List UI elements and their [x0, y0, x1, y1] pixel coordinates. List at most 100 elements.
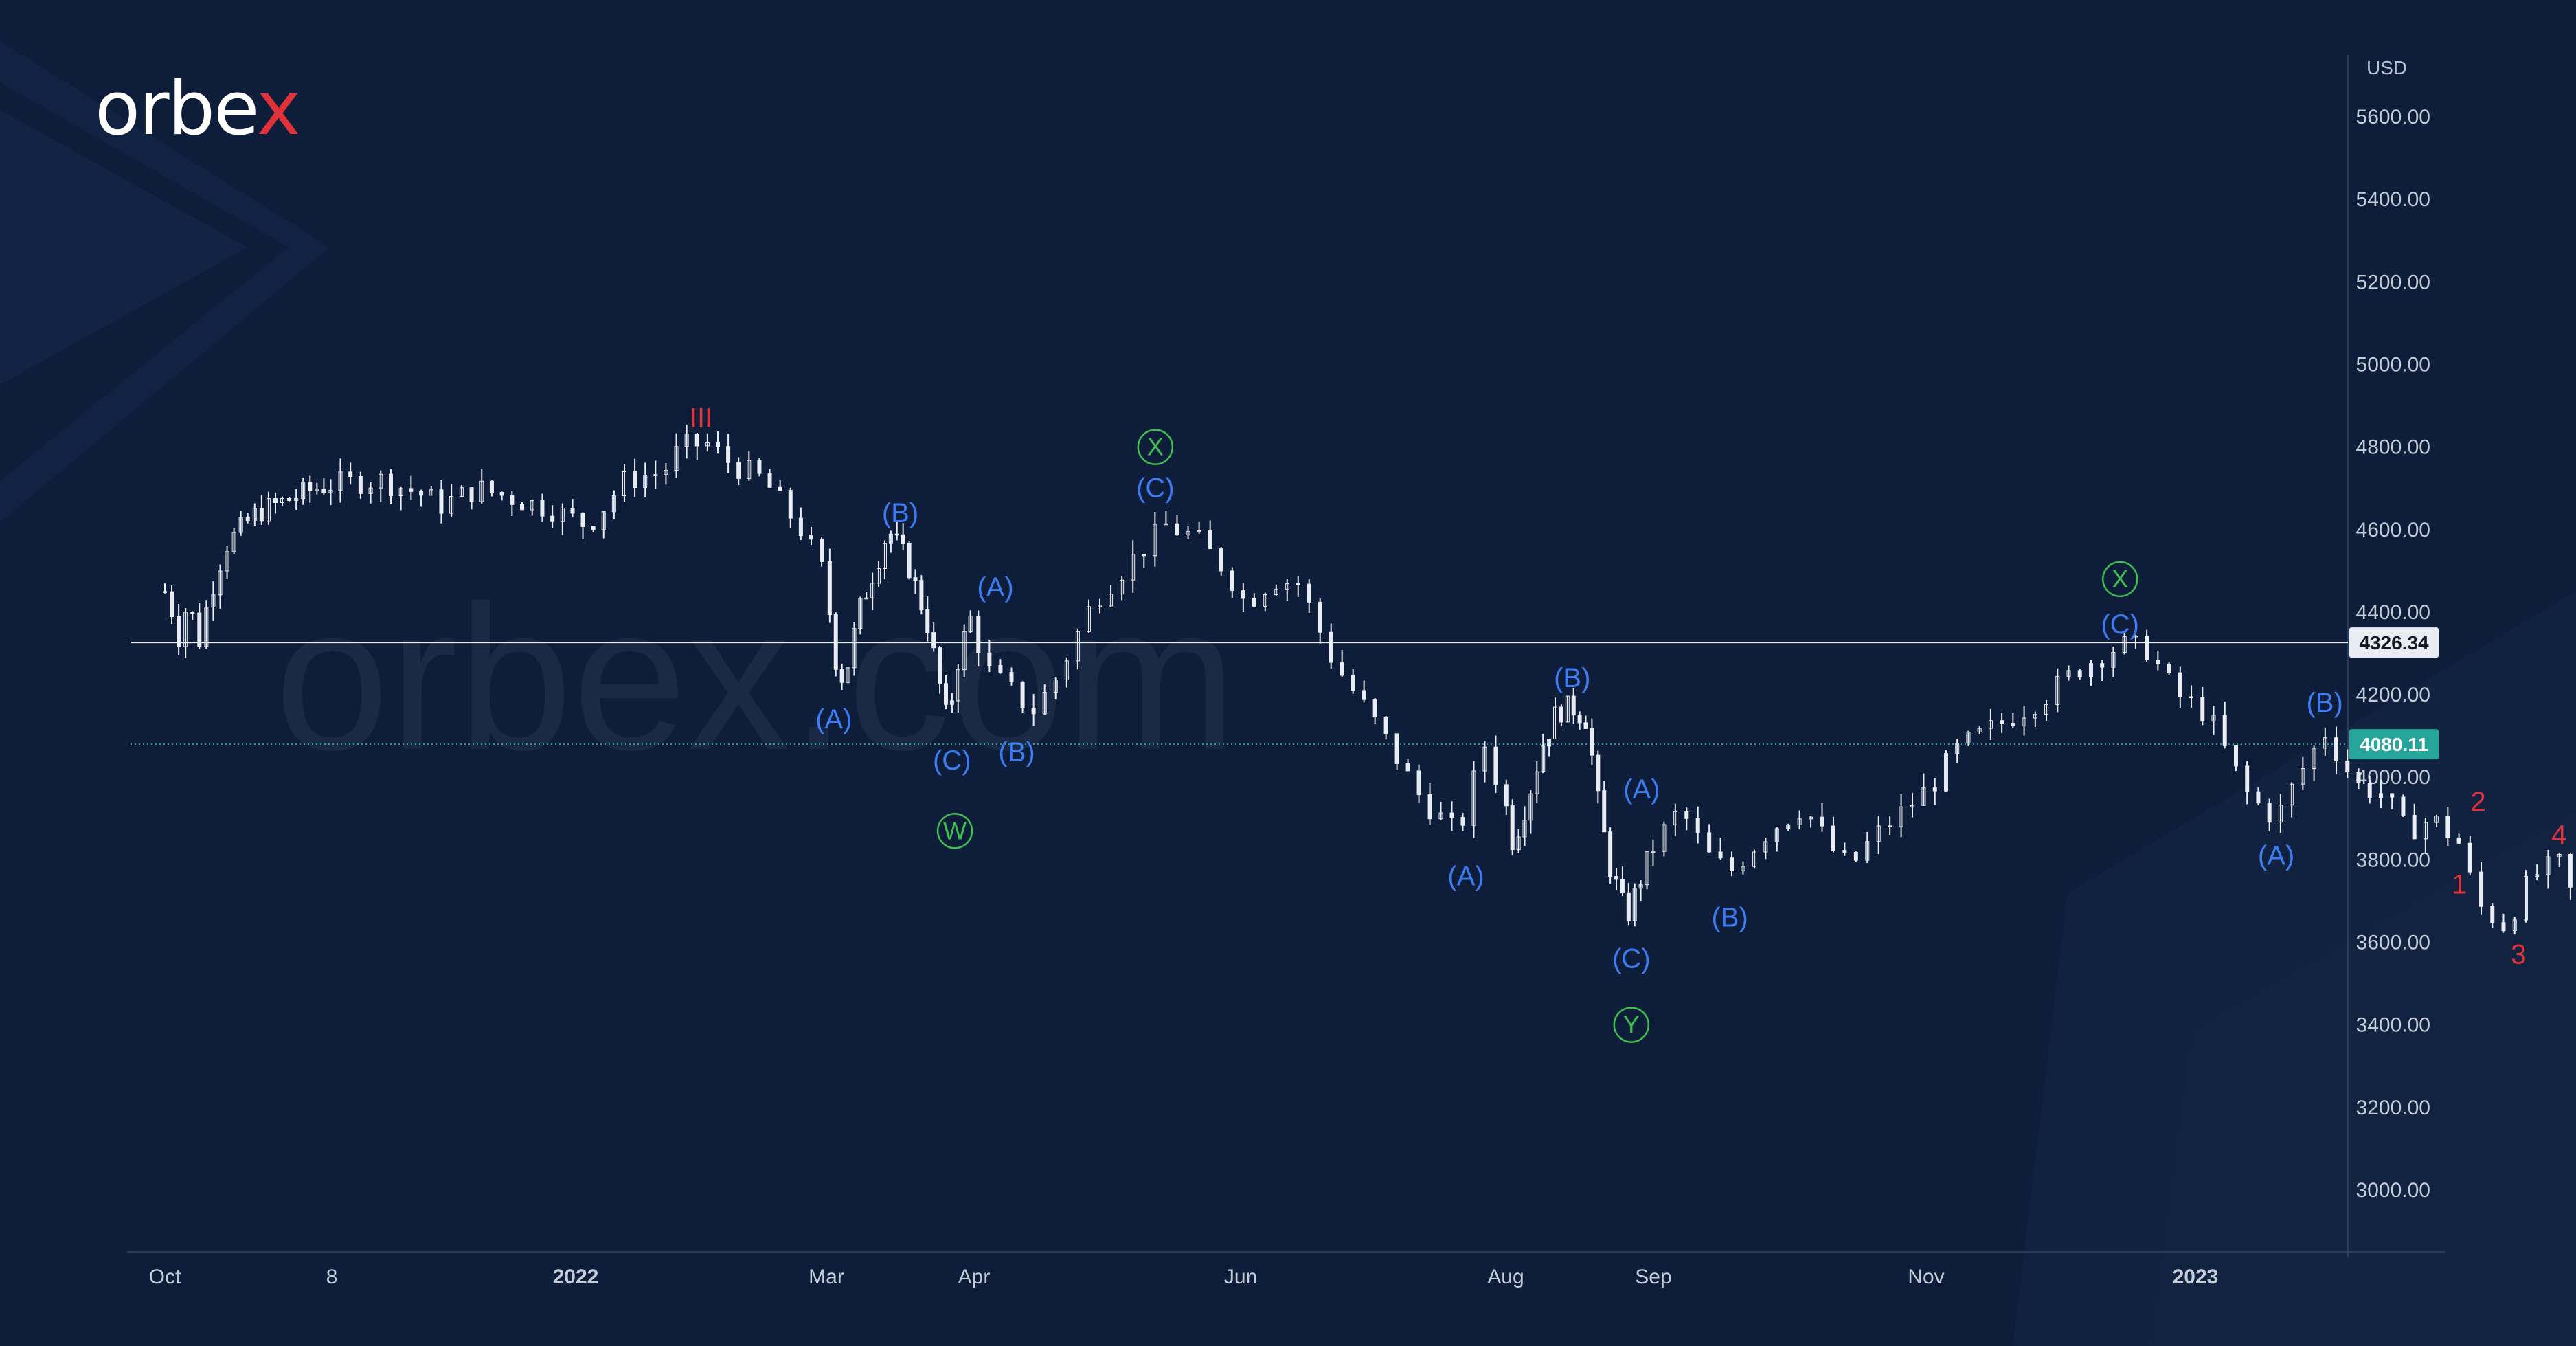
candle-body [1351, 675, 1355, 691]
candle-body [580, 513, 585, 527]
candle-body [674, 446, 679, 471]
candle-body [1522, 820, 1527, 838]
candle-body [1645, 851, 1649, 886]
candle-body [2122, 636, 2127, 653]
candle-body [767, 473, 772, 488]
candle-body [2145, 635, 2149, 660]
candle-body [633, 471, 637, 489]
candle-body [1831, 825, 1835, 851]
candle-body [943, 683, 948, 705]
y-axis: 5600.00 5400.00 5200.00 5000.00 4800.00 4600.… [2356, 106, 2430, 1202]
candle-body [368, 487, 373, 494]
candle-body [1921, 787, 1926, 806]
candle-body [1372, 699, 1377, 717]
candle-body [1730, 857, 1735, 871]
candle-body [2290, 783, 2294, 806]
x-axis: Oct 8 2022 Mar Apr Jun Aug Sep Nov 2023 [149, 1266, 2219, 1288]
candle-body [2100, 663, 2105, 668]
candle-body [163, 591, 167, 593]
candle-body [2156, 659, 2160, 665]
candle-body [1460, 816, 1465, 826]
candle-body [1853, 852, 1858, 861]
candle-body [170, 591, 174, 617]
x-tick-label: Sep [1635, 1266, 1671, 1288]
candle-body [894, 533, 899, 536]
candle-body [1638, 884, 1643, 889]
candle-body [846, 667, 850, 683]
candle-body [218, 570, 223, 596]
candle-body [1559, 706, 1563, 723]
candle-body [1241, 590, 1245, 599]
candle-body [1541, 745, 1546, 772]
candle-body [2523, 875, 2528, 921]
y-tick-label: 4400.00 [2356, 601, 2430, 624]
candle-body [2456, 837, 2461, 844]
candle-body [839, 669, 844, 683]
candle-body [2312, 748, 2316, 770]
candle-body [419, 491, 424, 496]
candle-body [1932, 787, 1937, 792]
candle-body [643, 475, 648, 489]
candle-body [1763, 841, 1768, 853]
wave-label: 3 [2511, 940, 2526, 970]
y-tick-label: 4200.00 [2356, 684, 2430, 706]
wave-label: (B) [1711, 902, 1748, 932]
candle-body [601, 511, 606, 530]
candle-body [570, 508, 575, 514]
candle-body [2200, 697, 2205, 722]
candle-body [1208, 530, 1212, 550]
y-tick-label: 3000.00 [2356, 1179, 2430, 1202]
candle-body [540, 500, 545, 517]
wave-label: (C) [933, 745, 971, 776]
candle-body [379, 473, 383, 489]
candle-body [2301, 768, 2305, 785]
candle-body [2088, 663, 2093, 678]
candle-body [2367, 783, 2372, 798]
candle-body [1528, 793, 1533, 821]
candle-body [211, 594, 216, 607]
wave-label-circle [2101, 561, 2138, 598]
wave-label: (B) [998, 737, 1035, 767]
candle-body [2501, 922, 2506, 931]
candle-body [1955, 742, 1960, 754]
candle-body [2000, 720, 2004, 724]
price-label-box [2349, 729, 2439, 760]
candle-body [2011, 723, 2015, 726]
candle-body [530, 500, 534, 511]
wave-label: (A) [977, 572, 1013, 603]
candle-body [1786, 824, 1791, 829]
candle-body [882, 543, 887, 570]
candle-body [2267, 803, 2272, 823]
candle-body [429, 489, 433, 496]
candle-body [1296, 583, 1300, 585]
candle-body [1510, 805, 1515, 851]
candle-body [301, 482, 306, 500]
candle-body [1707, 832, 1712, 853]
wave-labels: III (A) (B) (C) W (A) (B) X (C) (A) (B) (A) (B) (C) Y X… [690, 403, 2566, 1043]
candle-body [2245, 765, 2250, 792]
candle-body [469, 487, 474, 502]
candle-body [459, 487, 464, 497]
candle-body [1098, 605, 1103, 607]
candle-body [2077, 670, 2082, 678]
candle-body [705, 442, 710, 447]
candle-body [736, 462, 741, 479]
candle-body [870, 583, 875, 598]
logo-accent: x [256, 66, 301, 152]
candle-body [931, 632, 936, 649]
candle-body [913, 577, 918, 581]
candle-body [409, 488, 414, 492]
candle-body [294, 498, 299, 501]
candle-body [1577, 715, 1582, 724]
candle-body [664, 470, 668, 475]
candle-body [2022, 717, 2026, 726]
candle-body [987, 652, 992, 666]
candle-body [177, 616, 181, 647]
candle-body [798, 517, 803, 537]
candle-body [919, 580, 924, 610]
candle-body [1153, 524, 1157, 557]
wave-label: (A) [815, 704, 852, 734]
candle-body [591, 526, 596, 530]
candle-body [308, 482, 313, 491]
candle-body [2189, 696, 2194, 699]
